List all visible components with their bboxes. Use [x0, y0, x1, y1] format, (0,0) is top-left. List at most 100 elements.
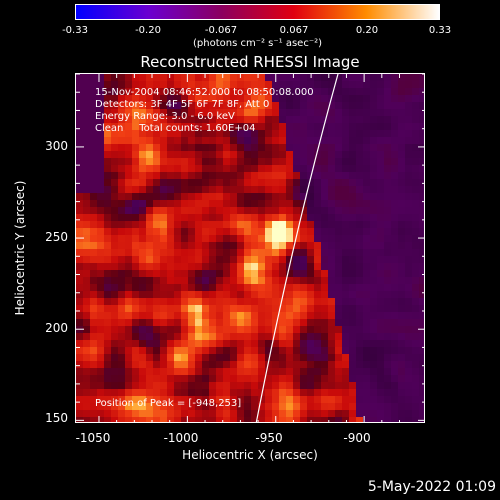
heatmap-cell [118, 221, 126, 229]
heatmap-cell [314, 347, 322, 355]
heatmap-cell [251, 179, 259, 187]
heatmap-cell [202, 263, 210, 271]
heatmap-cell [335, 368, 343, 376]
heatmap-cell [356, 116, 364, 124]
heatmap-cell [160, 193, 168, 201]
heatmap-cell [118, 291, 126, 299]
heatmap-cell [216, 116, 224, 124]
heatmap-cell [167, 347, 175, 355]
heatmap-cell [398, 396, 406, 404]
heatmap-cell [398, 109, 406, 117]
heatmap-cell [363, 116, 371, 124]
heatmap-cell [300, 361, 308, 369]
heatmap-cell [342, 123, 350, 131]
heatmap-cell [160, 81, 168, 89]
heatmap-cell [300, 256, 308, 264]
heatmap-cell [384, 291, 392, 299]
heatmap-cell [76, 158, 84, 166]
heatmap-cell [188, 158, 196, 166]
heatmap-cell [188, 396, 196, 404]
heatmap-cell [83, 312, 91, 320]
heatmap-cell [419, 354, 424, 362]
heatmap-cell [349, 277, 357, 285]
heatmap-cell [237, 123, 245, 131]
heatmap-cell [398, 172, 406, 180]
heatmap-cell [377, 235, 385, 243]
heatmap-cell [405, 277, 413, 285]
y-axis-label: Heliocentric Y (arcsec) [13, 180, 27, 316]
heatmap-cell [335, 158, 343, 166]
heatmap-cell [398, 263, 406, 271]
x-tick: -950 [255, 431, 283, 445]
heatmap-cell [293, 249, 301, 257]
heatmap-cell [412, 326, 420, 334]
heatmap-cell [195, 172, 203, 180]
heatmap-cell [377, 284, 385, 292]
y-tick: 300 [45, 139, 68, 153]
heatmap-cell [300, 109, 308, 117]
heatmap-cell [335, 165, 343, 173]
heatmap-cell [90, 186, 98, 194]
heatmap-cell [279, 249, 287, 257]
heatmap-cell [335, 144, 343, 152]
heatmap-cell [90, 179, 98, 187]
heatmap-cell [272, 95, 280, 103]
heatmap-cell [167, 291, 175, 299]
heatmap-cell [83, 256, 91, 264]
heatmap-cell [188, 333, 196, 341]
heatmap-cell [412, 375, 420, 383]
heatmap-cell [83, 81, 91, 89]
heatmap-cell [314, 193, 322, 201]
heatmap-cell [111, 165, 119, 173]
heatmap-cell [216, 403, 224, 411]
heatmap-cell [363, 130, 371, 138]
heatmap-cell [405, 81, 413, 89]
heatmap-cell [160, 165, 168, 173]
heatmap-cell [111, 200, 119, 208]
heatmap-cell [314, 396, 322, 404]
heatmap-cell [188, 137, 196, 145]
heatmap-cell [321, 221, 329, 229]
heatmap-cell [83, 417, 91, 422]
heatmap-cell [272, 340, 280, 348]
heatmap-cell [377, 277, 385, 285]
heatmap-cell [237, 81, 245, 89]
heatmap-cell [237, 256, 245, 264]
heatmap-cell [412, 319, 420, 327]
heatmap-cell [384, 333, 392, 341]
heatmap-cell [279, 186, 287, 194]
heatmap-cell [146, 151, 154, 159]
heatmap-cell [76, 312, 84, 320]
heatmap-cell [195, 354, 203, 362]
heatmap-cell [97, 256, 105, 264]
heatmap-cell [377, 207, 385, 215]
heatmap-cell [223, 88, 231, 96]
heatmap-cell [83, 242, 91, 250]
heatmap-cell [279, 319, 287, 327]
heatmap-cell [181, 235, 189, 243]
heatmap-cell [279, 235, 287, 243]
heatmap-cell [286, 256, 294, 264]
heatmap-cell [384, 284, 392, 292]
heatmap-cell [321, 95, 329, 103]
heatmap-cell [265, 179, 273, 187]
heatmap-cell [349, 165, 357, 173]
heatmap-cell [398, 291, 406, 299]
heatmap-cell [181, 333, 189, 341]
heatmap-cell [356, 151, 364, 159]
heatmap-cell [83, 137, 91, 145]
heatmap-cell [160, 214, 168, 222]
heatmap-cell [223, 172, 231, 180]
heatmap-cell [279, 347, 287, 355]
heatmap-cell [125, 207, 133, 215]
heatmap-cell [384, 200, 392, 208]
heatmap-cell [118, 214, 126, 222]
heatmap-cell [76, 214, 84, 222]
heatmap-cell [202, 284, 210, 292]
heatmap-cell [153, 200, 161, 208]
heatmap-cell [412, 277, 420, 285]
heatmap-cell [370, 403, 378, 411]
heatmap-cell [300, 326, 308, 334]
heatmap-cell [321, 270, 329, 278]
heatmap-cell [230, 214, 238, 222]
